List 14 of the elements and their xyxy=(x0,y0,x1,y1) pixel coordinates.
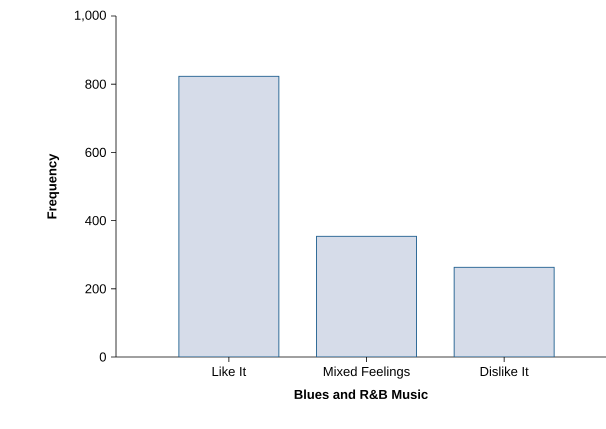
y-tick-label: 1,000 xyxy=(74,10,106,22)
x-tick-label: Like It xyxy=(212,366,246,376)
y-axis-title: Frequency xyxy=(47,154,60,218)
x-axis-title: Blues and R&B Music xyxy=(294,390,428,400)
x-tick-label: Mixed Feelings xyxy=(324,366,410,379)
bar xyxy=(178,76,280,357)
bar xyxy=(454,266,555,357)
y-tick-label: 200 xyxy=(85,284,106,294)
x-tick-label: Dislike It xyxy=(480,366,529,376)
y-tick-label: 800 xyxy=(85,80,106,89)
y-tick-label: 400 xyxy=(85,216,106,226)
y-tick-label: 600 xyxy=(85,148,106,157)
y-tick-label: 0 xyxy=(100,352,106,362)
bar xyxy=(316,236,417,357)
